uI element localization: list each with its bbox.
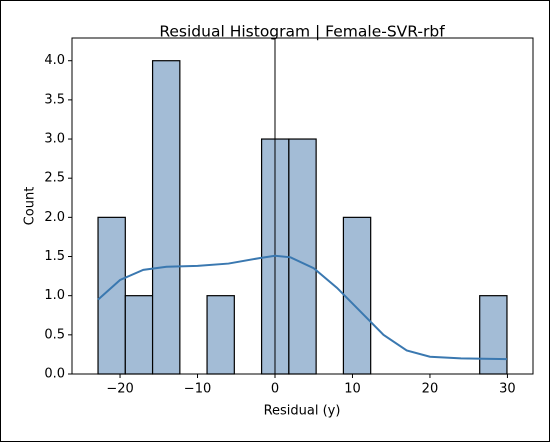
bar	[288, 138, 317, 375]
y-tick-label: 0.5	[44, 327, 65, 342]
y-tick-label: 3.5	[44, 92, 65, 107]
bar	[151, 60, 181, 375]
plot-frame	[71, 37, 534, 375]
y-axis-label: Count	[23, 187, 38, 226]
x-tick-label: 0	[271, 382, 279, 397]
chart-title: Residual Histogram | Female-SVR-rbf	[159, 23, 445, 41]
y-tick-label: 4.0	[44, 53, 65, 68]
bar	[124, 295, 154, 375]
x-tick-label: −20	[106, 382, 133, 397]
y-tick-label: 1.5	[44, 249, 65, 264]
kde-line	[97, 254, 507, 361]
x-tick-label: −10	[184, 382, 211, 397]
y-tick-label: 2.5	[44, 171, 65, 186]
x-axis-label: Residual (y)	[264, 404, 341, 419]
bar	[479, 295, 508, 375]
x-tick-label: 20	[422, 382, 439, 397]
y-tick-label: 2.0	[44, 210, 65, 225]
y-tick-label: 3.0	[44, 132, 65, 147]
x-tick-label: 10	[344, 382, 361, 397]
bar	[206, 295, 235, 375]
bar	[342, 216, 372, 375]
x-tick-label: 30	[499, 382, 516, 397]
y-tick-label: 1.0	[44, 288, 65, 303]
y-tick-label: 0.0	[44, 367, 65, 382]
